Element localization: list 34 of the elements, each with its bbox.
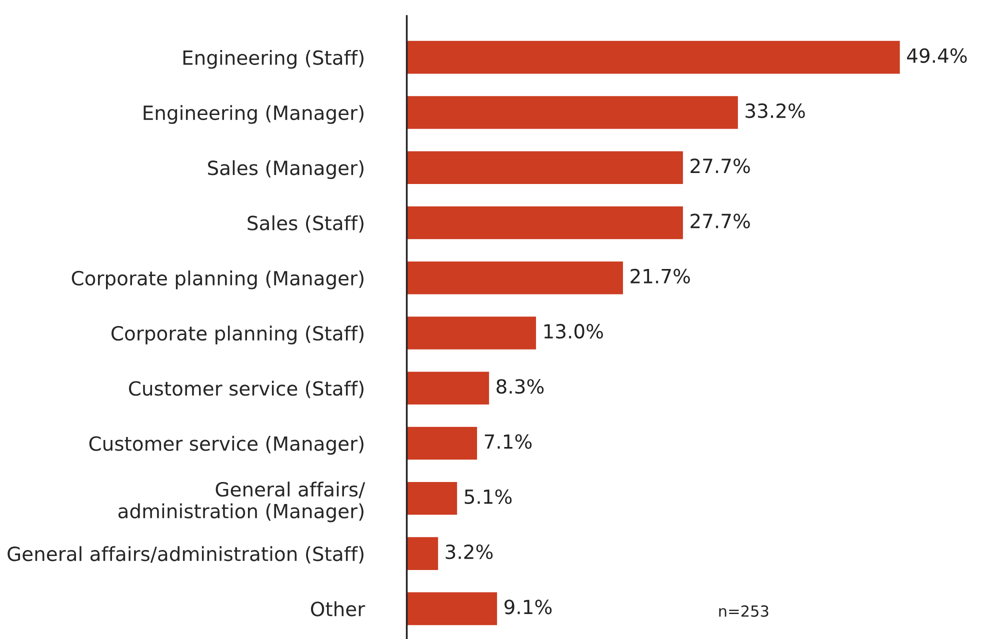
annotation: n=253: [719, 605, 768, 617]
data-label: 27.7%: [690, 214, 750, 228]
y-tick-label: Other: [310, 601, 366, 616]
bar: [406, 260, 624, 296]
y-tick-label: Sales (Staff): [248, 215, 364, 233]
y-tick-label: Corporate planning (Manager): [72, 270, 364, 290]
bar: [406, 536, 440, 572]
bar: [406, 94, 740, 130]
data-label: 33.2%: [746, 103, 805, 118]
bar: [406, 150, 684, 186]
bar: [406, 204, 684, 241]
y-tick-label: General affairs/administration (Staff): [8, 546, 364, 564]
data-label: 21.7%: [630, 268, 690, 284]
y-tick-label: Engineering (Staff): [183, 50, 364, 69]
bar: [406, 480, 458, 516]
y-tick-label: Sales (Manager): [208, 160, 364, 180]
bar: [406, 370, 490, 406]
data-label: 13.0%: [544, 324, 603, 339]
bar: [406, 40, 902, 76]
y-tick-label: Engineering (Manager): [144, 105, 364, 124]
bar: [406, 425, 478, 462]
data-label: 5.1%: [464, 489, 512, 504]
data-label: 49.4%: [907, 48, 967, 63]
data-label: 27.7%: [690, 158, 750, 174]
bar: [406, 315, 538, 351]
data-label: 7.1%: [484, 434, 532, 449]
y-tick-label: Customer service (Manager): [89, 436, 364, 455]
y-tick-label: Customer service (Staff): [128, 380, 364, 398]
y-tick-label: Corporate planning (Staff): [112, 326, 364, 344]
data-label: 9.1%: [504, 600, 552, 614]
y-tick-label: General affairs/ administration (Manager): [118, 482, 366, 522]
bar: [406, 590, 498, 626]
data-label: 8.3%: [496, 379, 544, 394]
data-label: 3.2%: [446, 544, 493, 560]
